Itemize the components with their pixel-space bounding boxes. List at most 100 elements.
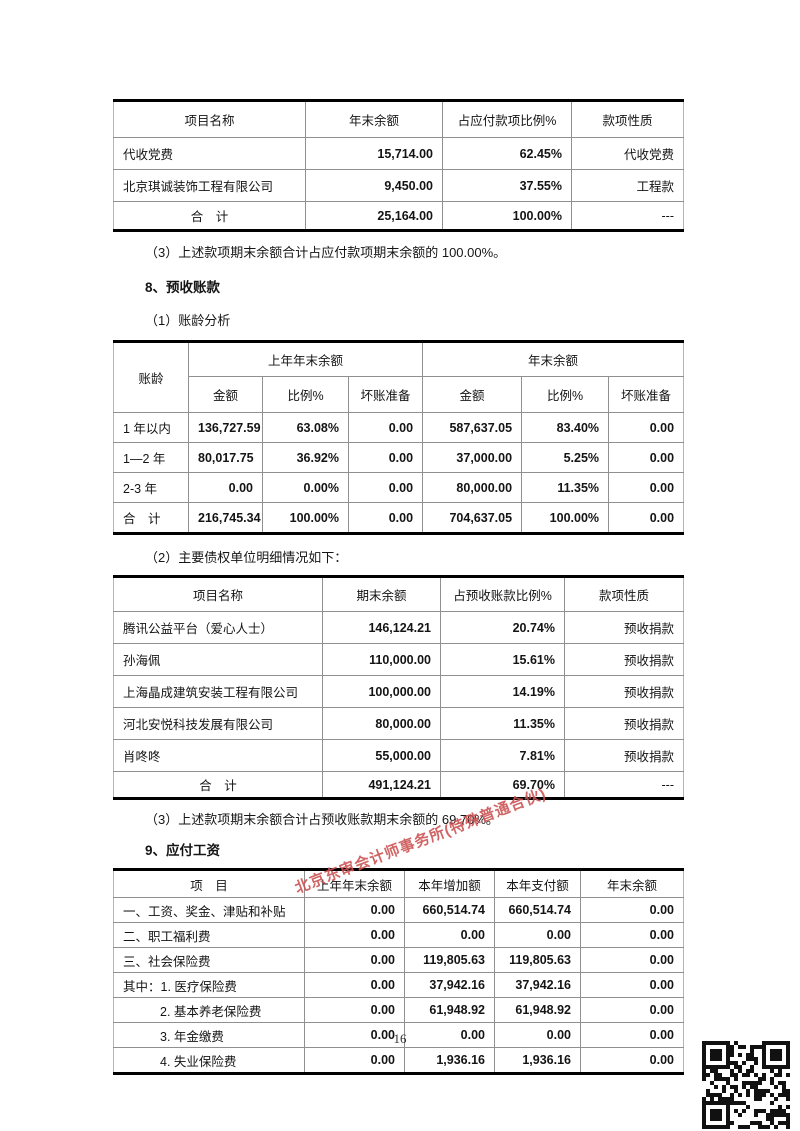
amount: 119,805.63: [494, 947, 581, 973]
bad-debt: 0.00: [608, 472, 685, 503]
wages-payable-table: 项 目 上年年末余额 本年增加额 本年支付额 年末余额 一、工资、奖金、津贴和补…: [113, 868, 684, 1075]
amount: 0.00: [404, 1022, 495, 1048]
amount: 80,000.00: [322, 707, 441, 740]
nature: 预收捐款: [564, 739, 684, 772]
table-row: 1—2 年 80,017.75 36.92% 0.00 37,000.00 5.…: [113, 442, 685, 473]
amount: 0.00: [580, 997, 684, 1023]
ratio: 11.35%: [440, 707, 565, 740]
total-label: 合 计: [113, 502, 189, 534]
amount: 80,000.00: [422, 472, 523, 503]
amount: 0.00: [580, 897, 684, 923]
amount: 0.00: [580, 1047, 684, 1074]
ratio: 100.00%: [442, 201, 572, 231]
column-header: 期末余额: [322, 576, 441, 612]
item-name: 代收党费: [113, 137, 306, 170]
total-row: 合 计 25,164.00 100.00% ---: [113, 201, 684, 231]
nature: ---: [571, 201, 684, 231]
amount: 0.00: [304, 897, 405, 923]
amount: 0.00: [304, 972, 405, 998]
creditor-detail-table: 项目名称 期末余额 占预收账款比例% 款项性质 腾讯公益平台（爱心人士） 146…: [113, 575, 684, 800]
page-number: 16: [393, 1031, 407, 1046]
amount: 80,017.75: [188, 442, 263, 473]
amount: 0.00: [494, 922, 581, 948]
table-header-row: 账龄 上年年末余额 年末余额: [113, 341, 685, 413]
bad-debt: 0.00: [347, 412, 424, 443]
amount: 110,000.00: [322, 643, 441, 676]
ratio: 37.55%: [442, 169, 572, 202]
table-row: 二、职工福利费 0.00 0.00 0.00 0.00: [113, 922, 684, 948]
creditor-name: 上海晶成建筑安装工程有限公司: [113, 675, 323, 708]
column-header: 占应付款项比例%: [442, 100, 572, 138]
amount: 37,000.00: [422, 442, 523, 473]
bad-debt: 0.00: [347, 472, 424, 503]
bad-debt: 0.00: [347, 502, 424, 534]
amount: 660,514.74: [404, 897, 495, 923]
column-header: 坏账准备: [347, 376, 424, 413]
column-header: 比例%: [262, 376, 349, 413]
column-header: 项目名称: [113, 100, 306, 138]
bad-debt: 0.00: [347, 442, 424, 473]
wage-item: 3. 年金缴费: [113, 1022, 305, 1048]
age-band: 1 年以内: [113, 412, 189, 443]
amount: 25,164.00: [305, 201, 443, 231]
note-payables-total: （3）上述款项期末余额合计占应付款项期末余额的 100.00%。: [145, 245, 507, 260]
amount: 37,942.16: [494, 972, 581, 998]
amount: 0.00: [304, 997, 405, 1023]
table-row: 河北安悦科技发展有限公司 80,000.00 11.35% 预收捐款: [113, 707, 684, 740]
creditor-name: 腾讯公益平台（爱心人士）: [113, 611, 323, 644]
ratio: 20.74%: [440, 611, 565, 644]
amount: 1,936.16: [404, 1047, 495, 1074]
table-row: 孙海佩 110,000.00 15.61% 预收捐款: [113, 643, 684, 676]
total-row: 合 计 491,124.21 69.70% ---: [113, 771, 684, 799]
table-row: 一、工资、奖金、津贴和补贴 0.00 660,514.74 660,514.74…: [113, 897, 684, 923]
column-header: 年末余额: [580, 869, 684, 898]
nature: 预收捐款: [564, 643, 684, 676]
table-row: 肖咚咚 55,000.00 7.81% 预收捐款: [113, 739, 684, 772]
nature: 预收捐款: [564, 675, 684, 708]
amount: 216,745.34: [188, 502, 263, 534]
column-header-age: 账龄: [113, 341, 189, 413]
amount: 491,124.21: [322, 771, 441, 799]
qr-code-icon: [702, 1041, 790, 1129]
column-header: 本年支付额: [494, 869, 581, 898]
amount: 1,936.16: [494, 1047, 581, 1074]
column-group-year-end: 年末余额: [422, 341, 685, 377]
amount: 9,450.00: [305, 169, 443, 202]
age-band: 2-3 年: [113, 472, 189, 503]
table-header-row: 项目名称 年末余额 占应付款项比例% 款项性质: [113, 100, 684, 138]
amount: 0.00: [404, 922, 495, 948]
column-header: 项目名称: [113, 576, 323, 612]
column-header: 金额: [188, 376, 263, 413]
section-8-heading: 8、预收账款: [145, 280, 221, 295]
column-header: 年末余额: [305, 100, 443, 138]
total-label: 合 计: [113, 201, 306, 231]
bad-debt: 0.00: [608, 502, 685, 534]
table-row: 上海晶成建筑安装工程有限公司 100,000.00 14.19% 预收捐款: [113, 675, 684, 708]
nature: ---: [564, 771, 684, 799]
column-header: 比例%: [521, 376, 610, 413]
table-row: 三、社会保险费 0.00 119,805.63 119,805.63 0.00: [113, 947, 684, 973]
note-advances-total: （3）上述款项期末余额合计占预收账款期末余额的 69.70%。: [145, 812, 499, 827]
column-header: 坏账准备: [608, 376, 685, 413]
nature: 预收捐款: [564, 707, 684, 740]
item-name: 北京琪诚装饰工程有限公司: [113, 169, 306, 202]
creditor-name: 孙海佩: [113, 643, 323, 676]
column-group-prev-year: 上年年末余额: [187, 341, 424, 377]
amount: 0.00: [304, 947, 405, 973]
amount: 100,000.00: [322, 675, 441, 708]
ratio: 100.00%: [262, 502, 349, 534]
ratio: 7.81%: [440, 739, 565, 772]
ratio: 63.08%: [262, 412, 349, 443]
ratio: 15.61%: [440, 643, 565, 676]
amount: 660,514.74: [494, 897, 581, 923]
wage-item: 4. 失业保险费: [113, 1047, 305, 1074]
ratio: 36.92%: [262, 442, 349, 473]
column-header: 金额: [422, 376, 523, 413]
ratio: 83.40%: [521, 412, 610, 443]
amount: 119,805.63: [404, 947, 495, 973]
table-row: 其中：1. 医疗保险费 0.00 37,942.16 37,942.16 0.0…: [113, 972, 684, 998]
amount: 146,124.21: [322, 611, 441, 644]
section-9-heading: 9、应付工资: [145, 843, 221, 858]
section-8-sub1-heading: （1）账龄分析: [145, 313, 231, 328]
